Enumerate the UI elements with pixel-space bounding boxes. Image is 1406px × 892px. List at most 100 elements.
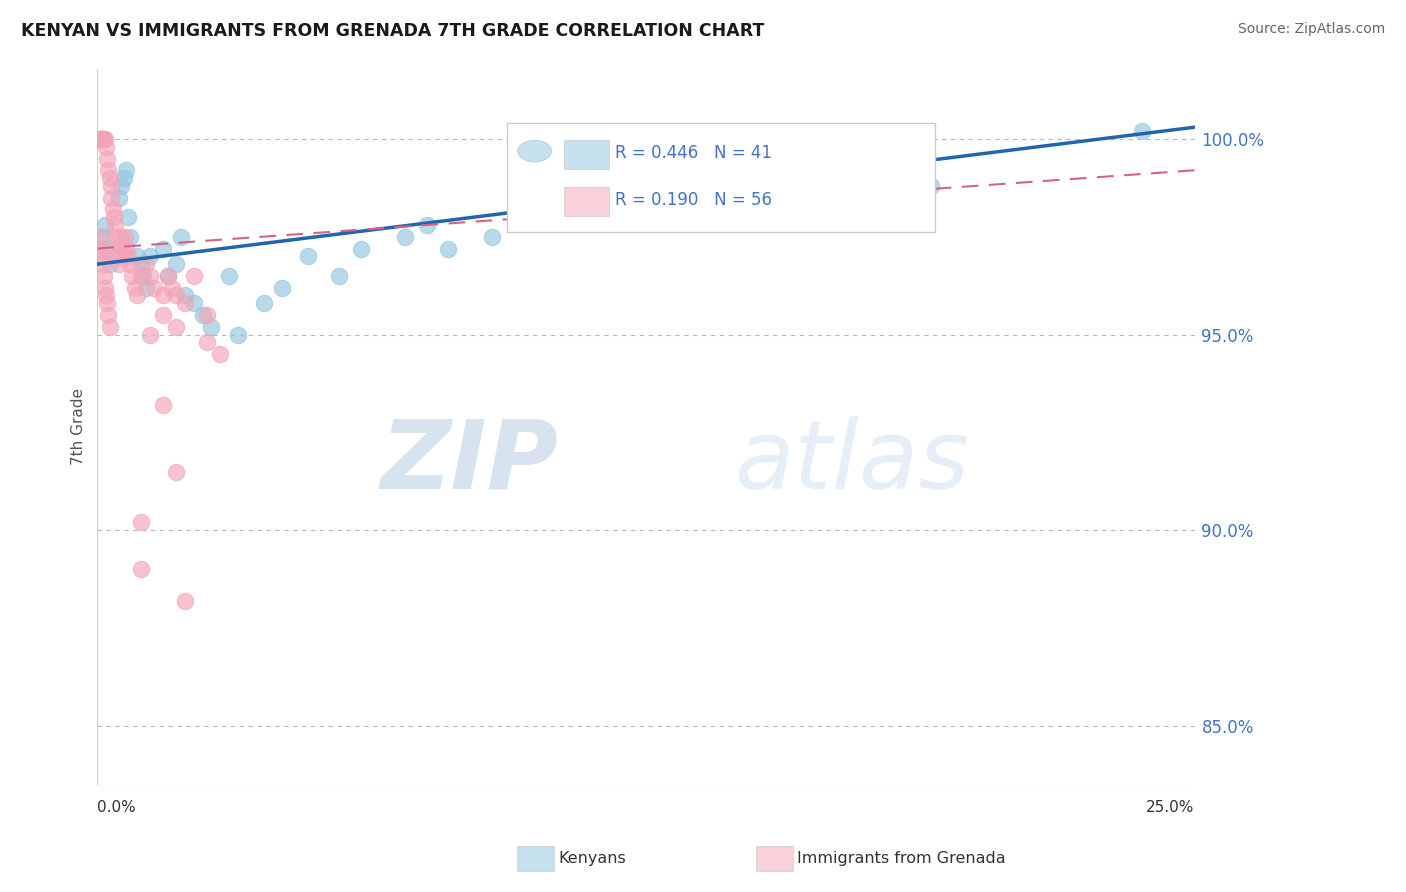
Point xyxy=(160,280,183,294)
Point xyxy=(766,202,789,217)
Text: atlas: atlas xyxy=(734,416,969,508)
Point xyxy=(89,229,111,244)
Point xyxy=(524,211,547,225)
Point xyxy=(139,249,162,263)
Point xyxy=(108,229,131,244)
Text: Immigrants from Grenada: Immigrants from Grenada xyxy=(797,851,1005,865)
Point xyxy=(89,132,111,146)
Text: KENYAN VS IMMIGRANTS FROM GRENADA 7TH GRADE CORRELATION CHART: KENYAN VS IMMIGRANTS FROM GRENADA 7TH GR… xyxy=(21,22,765,40)
Point xyxy=(91,132,114,146)
Point xyxy=(394,229,416,244)
Point xyxy=(832,191,855,205)
Text: R = 0.446   N = 41: R = 0.446 N = 41 xyxy=(614,144,772,161)
Point xyxy=(115,242,138,256)
Point xyxy=(135,257,157,271)
Point xyxy=(165,465,187,479)
Point xyxy=(129,516,152,530)
Point xyxy=(94,218,117,232)
Point xyxy=(174,593,197,607)
Point xyxy=(120,229,142,244)
Point xyxy=(94,140,117,154)
Point xyxy=(129,268,152,283)
Point xyxy=(174,296,197,310)
Point xyxy=(156,268,179,283)
Point xyxy=(152,398,174,412)
Point xyxy=(613,202,636,217)
Point xyxy=(183,296,205,310)
Point xyxy=(200,319,222,334)
Point xyxy=(101,202,124,217)
Text: Source: ZipAtlas.com: Source: ZipAtlas.com xyxy=(1237,22,1385,37)
Point xyxy=(209,347,232,361)
Point xyxy=(125,249,148,263)
Point xyxy=(114,229,136,244)
Point xyxy=(135,280,157,294)
Point xyxy=(174,288,197,302)
Point xyxy=(170,229,193,244)
Point xyxy=(165,288,187,302)
Point xyxy=(96,152,118,166)
Point xyxy=(108,257,131,271)
Point xyxy=(156,268,179,283)
Point xyxy=(481,229,503,244)
Point xyxy=(103,211,125,225)
Point xyxy=(129,257,152,271)
Point xyxy=(218,268,240,283)
Point xyxy=(700,191,723,205)
Text: 0.0%: 0.0% xyxy=(97,800,136,815)
Point xyxy=(139,327,162,342)
Point xyxy=(100,178,122,193)
Point xyxy=(121,268,143,283)
Y-axis label: 7th Grade: 7th Grade xyxy=(72,388,86,465)
Point xyxy=(110,242,132,256)
Point xyxy=(125,288,148,302)
Point xyxy=(165,319,187,334)
Point xyxy=(104,218,127,232)
Text: R = 0.190   N = 56: R = 0.190 N = 56 xyxy=(614,191,772,209)
Point xyxy=(94,288,117,302)
Text: ZIP: ZIP xyxy=(380,416,558,508)
Text: 25.0%: 25.0% xyxy=(1146,800,1195,815)
Point xyxy=(195,335,218,350)
Point xyxy=(105,242,128,256)
Point xyxy=(98,257,121,271)
Point xyxy=(94,280,117,294)
Point xyxy=(920,178,942,193)
Point xyxy=(100,191,122,205)
Point xyxy=(90,132,112,146)
Point xyxy=(96,296,118,310)
Point xyxy=(152,288,174,302)
Point xyxy=(90,249,112,263)
Point xyxy=(90,132,112,146)
Point xyxy=(253,296,276,310)
Point xyxy=(90,242,112,256)
Point xyxy=(98,171,121,186)
Point xyxy=(112,249,135,263)
Point xyxy=(91,257,114,271)
Point xyxy=(115,163,138,178)
Point xyxy=(94,132,117,146)
Point xyxy=(110,178,132,193)
Point xyxy=(112,171,135,186)
Point xyxy=(350,242,373,256)
Point xyxy=(117,249,139,263)
Point xyxy=(93,132,115,146)
Point xyxy=(165,257,187,271)
Point xyxy=(93,268,115,283)
Point xyxy=(107,249,129,263)
Point xyxy=(143,280,166,294)
Point xyxy=(93,229,115,244)
Point xyxy=(97,308,120,322)
Point xyxy=(129,562,152,576)
Point xyxy=(120,257,142,271)
Point xyxy=(415,218,437,232)
Point xyxy=(328,268,350,283)
Point xyxy=(152,242,174,256)
Point xyxy=(1130,124,1153,138)
Text: Kenyans: Kenyans xyxy=(558,851,626,865)
Point xyxy=(124,280,146,294)
Point xyxy=(108,191,131,205)
Point xyxy=(132,268,155,283)
Point xyxy=(183,268,205,283)
Point xyxy=(191,308,214,322)
